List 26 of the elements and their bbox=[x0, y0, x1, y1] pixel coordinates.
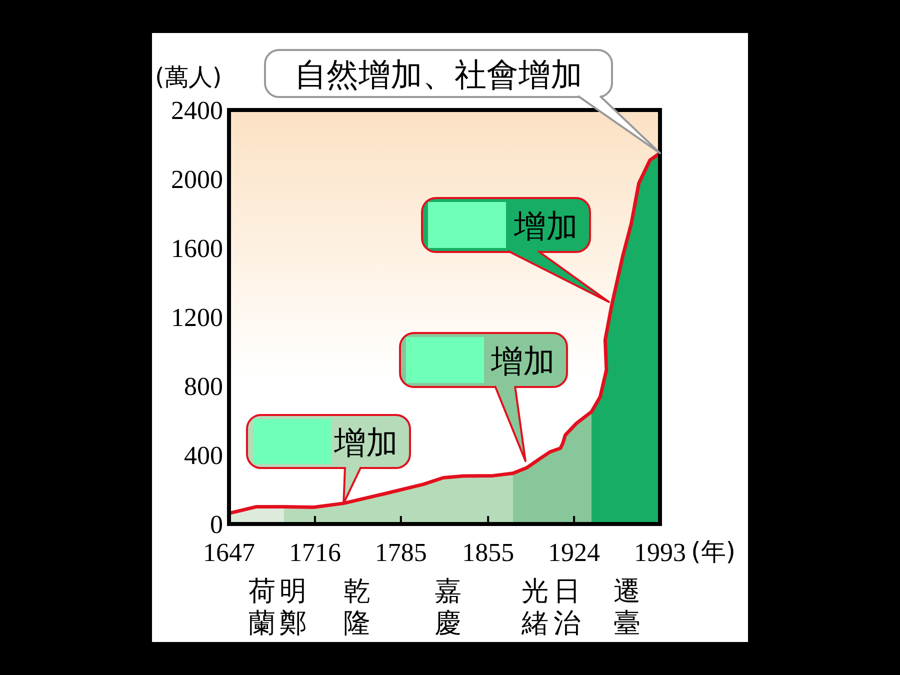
y-tick-label: 1200 bbox=[171, 303, 223, 332]
x-tick-label: 1924 bbox=[548, 538, 600, 567]
text: 光緒 bbox=[520, 576, 548, 639]
y-tick-label: 800 bbox=[184, 372, 223, 401]
annotation: 增加 bbox=[513, 207, 578, 245]
text: 遷臺 bbox=[614, 576, 640, 639]
annotation: 增加 bbox=[333, 424, 398, 462]
y-tick-label: 2000 bbox=[171, 165, 223, 194]
text: 乾隆 bbox=[344, 576, 370, 639]
x-tick-label: 1855 bbox=[462, 538, 514, 567]
annotation: 增加 bbox=[490, 342, 555, 380]
x-tick-label: 1647 bbox=[203, 538, 255, 567]
text: 日治 bbox=[554, 576, 580, 639]
x-tick-label: 1785 bbox=[374, 538, 427, 567]
text: 荷蘭 bbox=[248, 576, 276, 639]
y-tick-label: 400 bbox=[184, 441, 223, 470]
text: 自然增加、社會增加 bbox=[294, 56, 582, 94]
x-tick-label: 1716 bbox=[288, 538, 341, 567]
x-tick-label: 1993 bbox=[634, 538, 686, 567]
text: 嘉慶 bbox=[434, 576, 462, 639]
y-axis-title: (萬人) bbox=[155, 63, 222, 91]
x-axis-title: (年) bbox=[691, 537, 736, 566]
y-tick-label: 2400 bbox=[171, 96, 223, 125]
y-tick-label: 1600 bbox=[171, 234, 223, 263]
y-tick-label: 0 bbox=[210, 510, 223, 539]
text: 明鄭 bbox=[280, 576, 306, 639]
